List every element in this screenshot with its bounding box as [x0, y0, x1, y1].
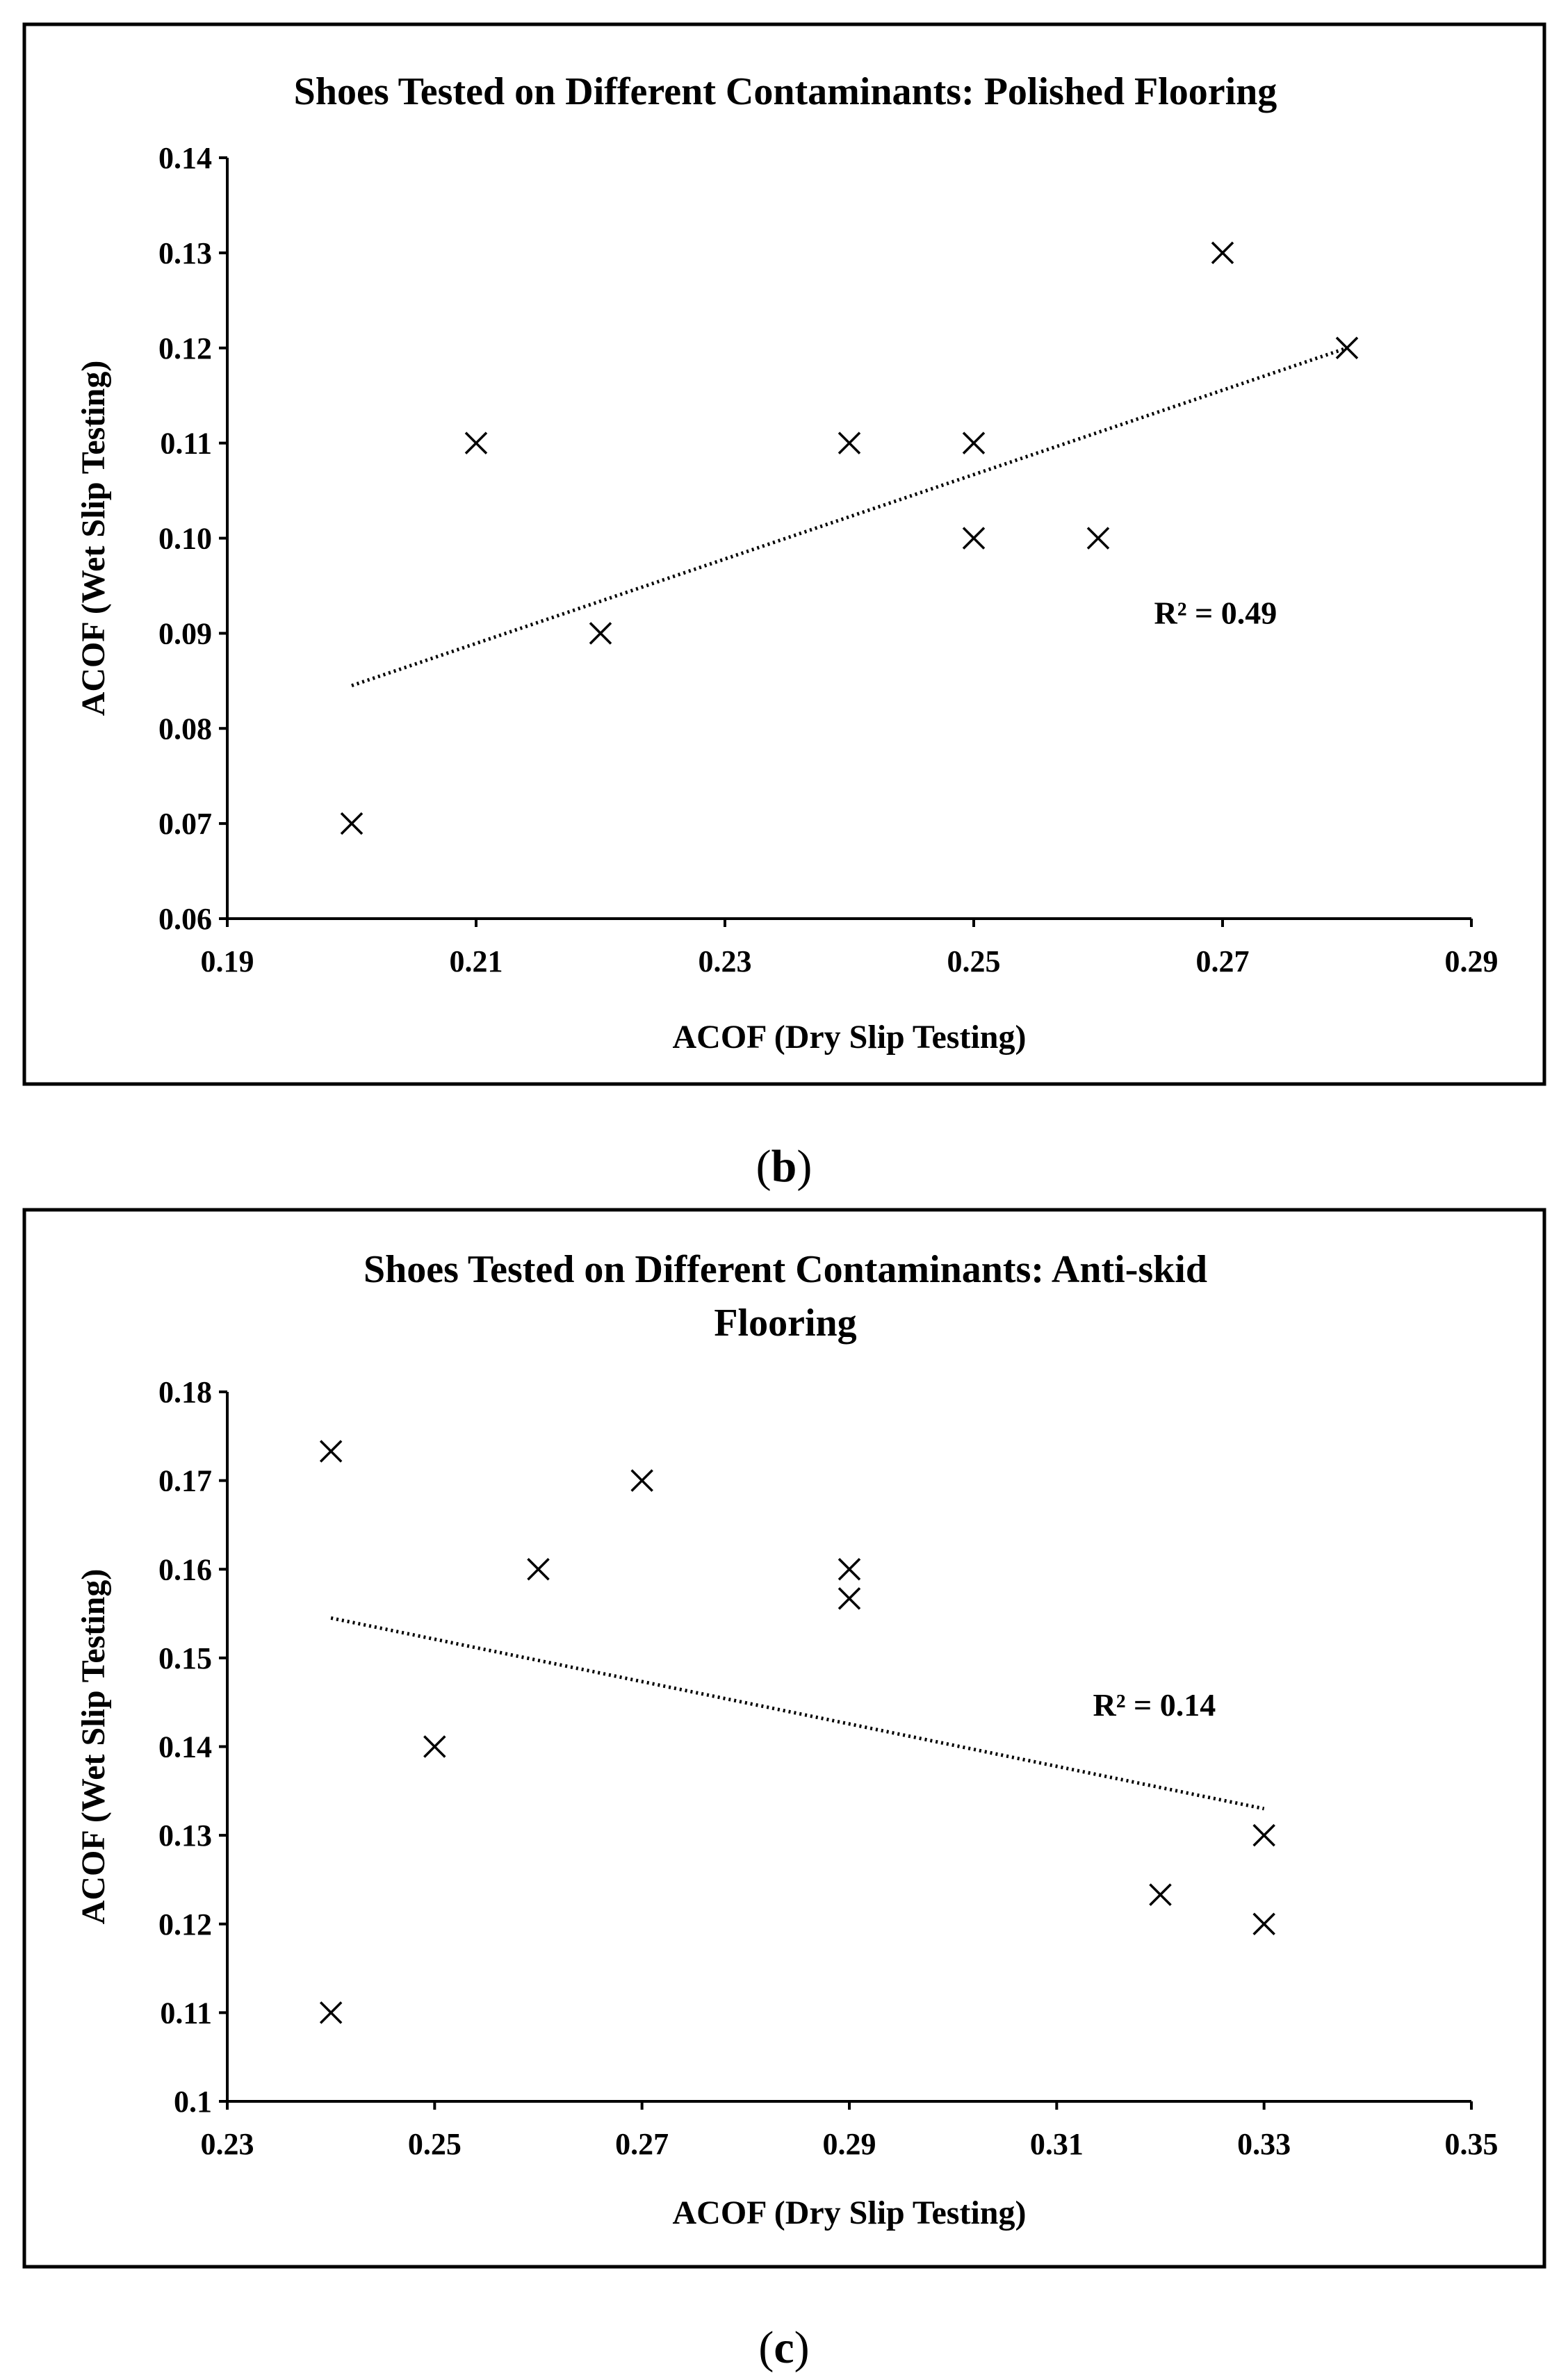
- data-point: [423, 1735, 446, 1758]
- x-tick-label: 0.23: [201, 2127, 254, 2161]
- point-stroke: [962, 527, 986, 550]
- data-point: [1335, 336, 1359, 359]
- x-tick-label: 0.29: [823, 2127, 876, 2161]
- caption-letter: c: [774, 2322, 794, 2373]
- data-point: [527, 1558, 550, 1581]
- data-point: [319, 1440, 343, 1463]
- x-axis-label: ACOF (Dry Slip Testing): [673, 2194, 1027, 2231]
- y-tick-label: 0.08: [158, 712, 212, 746]
- point-stroke: [319, 1440, 343, 1463]
- point-stroke: [838, 1587, 861, 1610]
- y-tick-label: 0.16: [158, 1552, 212, 1586]
- point-stroke: [589, 622, 612, 645]
- caption-paren: (: [756, 1141, 771, 1192]
- x-axis-label: ACOF (Dry Slip Testing): [673, 1019, 1027, 1056]
- chart-title: Shoes Tested on Different Contaminants: …: [364, 1248, 1207, 1291]
- point-stroke: [1252, 1823, 1275, 1847]
- point-stroke: [340, 812, 364, 835]
- data-point: [1252, 1823, 1275, 1847]
- data-point: [1211, 241, 1234, 265]
- point-stroke: [1086, 527, 1110, 550]
- trendline: [351, 346, 1348, 688]
- y-tick-label: 0.13: [158, 1819, 212, 1853]
- y-tick-label: 0.13: [158, 236, 212, 270]
- chart-frame: [22, 1208, 1546, 2269]
- x-tick-label: 0.21: [450, 944, 503, 978]
- x-tick-label: 0.25: [408, 2127, 462, 2161]
- caption-paren: (: [758, 2322, 774, 2373]
- data-point: [464, 432, 488, 454]
- y-tick-label: 0.14: [158, 141, 212, 175]
- caption-paren: ): [794, 2322, 810, 2373]
- data-point: [962, 432, 986, 454]
- caption-paren: ): [797, 1141, 812, 1192]
- x-tick-label: 0.35: [1445, 2127, 1498, 2161]
- data-point: [319, 2001, 343, 2024]
- point-stroke: [1211, 241, 1234, 265]
- y-tick-label: 0.18: [158, 1375, 212, 1409]
- data-point: [838, 1558, 861, 1581]
- y-axis-label: ACOF (Wet Slip Testing): [75, 361, 112, 716]
- y-tick-label: 0.10: [158, 522, 212, 556]
- data-point: [1252, 1912, 1275, 1935]
- y-tick-label: 0.12: [158, 331, 212, 366]
- x-tick-label: 0.29: [1445, 944, 1498, 978]
- y-tick-label: 0.12: [158, 1907, 212, 1942]
- data-point: [630, 1469, 653, 1492]
- chart-title: Flooring: [714, 1302, 856, 1345]
- y-tick-label: 0.06: [158, 902, 212, 936]
- point-stroke: [319, 2001, 343, 2024]
- chart-panel-b: Shoes Tested on Different Contaminants: …: [22, 22, 1546, 1192]
- x-tick-label: 0.23: [699, 944, 752, 978]
- point-stroke: [630, 1469, 653, 1492]
- data-point: [838, 1587, 861, 1610]
- point-stroke: [1335, 336, 1359, 359]
- caption-letter: b: [771, 1141, 797, 1192]
- chart-title: Shoes Tested on Different Contaminants: …: [294, 70, 1277, 113]
- point-stroke: [1149, 1883, 1172, 1906]
- x-tick-label: 0.19: [201, 944, 254, 978]
- point-stroke: [838, 1558, 861, 1581]
- x-tick-label: 0.25: [947, 944, 1001, 978]
- y-tick-label: 0.15: [158, 1641, 212, 1675]
- y-tick-label: 0.07: [158, 807, 212, 841]
- y-tick-label: 0.11: [160, 1996, 212, 2030]
- x-tick-label: 0.27: [1196, 944, 1250, 978]
- y-tick-label: 0.17: [158, 1464, 212, 1498]
- x-tick-label: 0.31: [1030, 2127, 1084, 2161]
- x-tick-label: 0.33: [1237, 2127, 1291, 2161]
- point-stroke: [962, 432, 986, 454]
- chart-frame: [22, 22, 1546, 1086]
- y-axis-label: ACOF (Wet Slip Testing): [75, 1569, 112, 1925]
- r-squared-label: R² = 0.14: [1093, 1687, 1216, 1723]
- y-tick-label: 0.1: [174, 2085, 212, 2119]
- point-stroke: [464, 432, 488, 454]
- chart-panel-c: Shoes Tested on Different Contaminants: …: [22, 1208, 1546, 2373]
- panel-caption: (c): [758, 2322, 809, 2373]
- panel-caption: (b): [756, 1141, 812, 1192]
- data-point: [838, 432, 861, 454]
- point-stroke: [527, 1558, 550, 1581]
- data-point: [1149, 1883, 1172, 1906]
- point-stroke: [838, 432, 861, 454]
- y-tick-label: 0.11: [160, 427, 212, 461]
- y-tick-label: 0.14: [158, 1730, 212, 1764]
- y-tick-label: 0.09: [158, 616, 212, 650]
- data-point: [589, 622, 612, 645]
- data-point: [962, 527, 986, 550]
- r-squared-label: R² = 0.49: [1154, 596, 1277, 631]
- data-point: [1086, 527, 1110, 550]
- point-stroke: [1252, 1912, 1275, 1935]
- data-point: [340, 812, 364, 835]
- point-stroke: [423, 1735, 446, 1758]
- x-tick-label: 0.27: [615, 2127, 669, 2161]
